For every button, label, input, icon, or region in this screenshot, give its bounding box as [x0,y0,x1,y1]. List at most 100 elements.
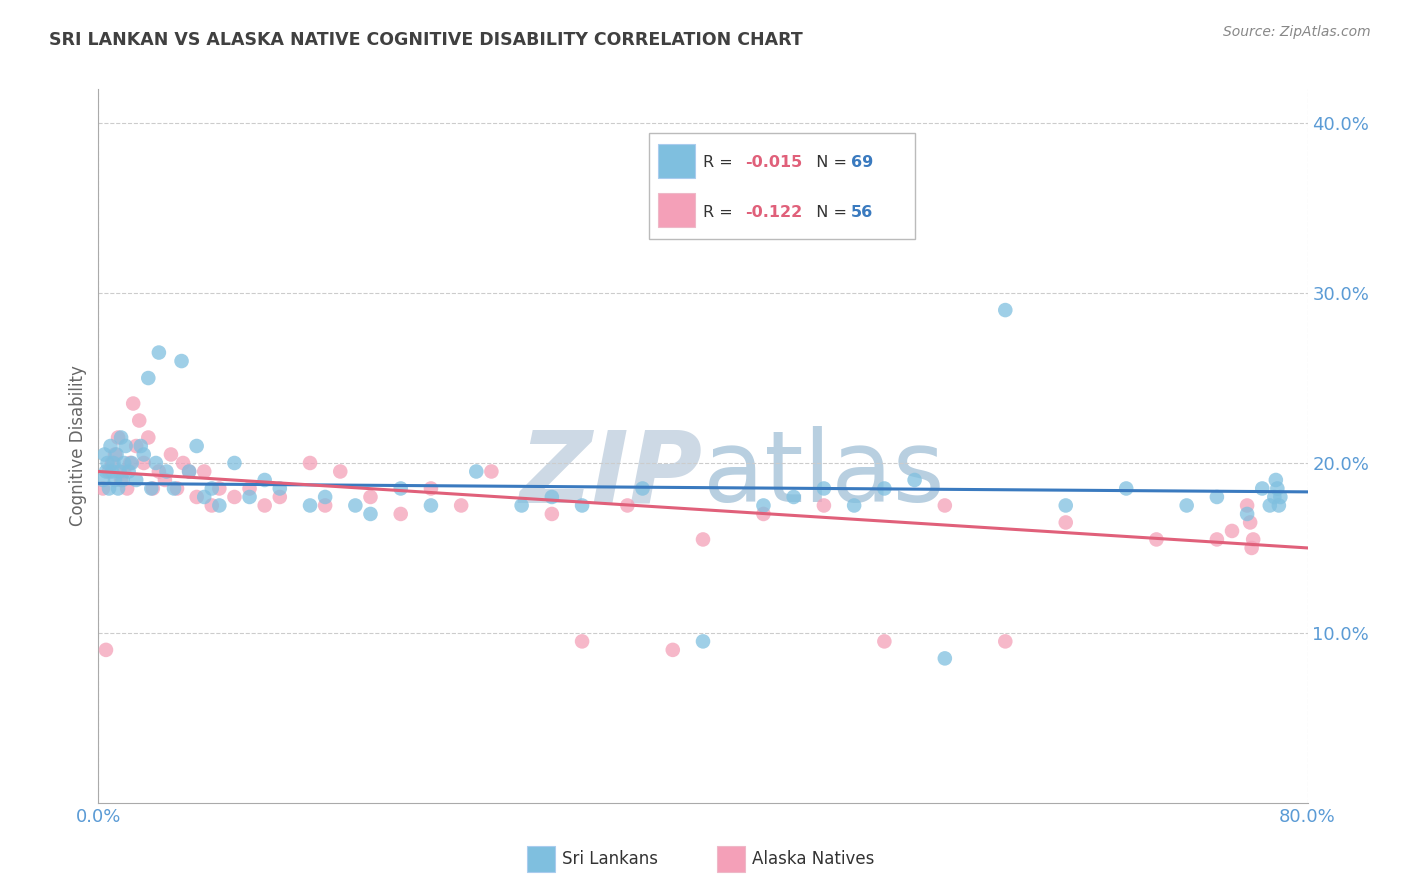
Text: N =: N = [806,155,852,170]
Text: ZIP: ZIP [520,426,703,523]
Text: R =: R = [703,205,738,220]
Point [510,499,533,513]
Point [661,643,683,657]
Point [1239,516,1261,530]
Point [128,413,150,427]
Point [136,430,159,444]
Point [160,448,183,462]
Point [110,430,132,444]
Point [110,473,132,487]
Point [142,482,165,496]
Point [100,439,122,453]
Point [115,482,138,496]
Point [344,499,367,513]
Point [783,490,806,504]
Point [98,465,121,479]
Point [148,345,170,359]
Point [540,490,562,504]
Point [692,533,714,547]
Point [170,354,193,368]
Point [1054,499,1077,513]
Point [692,634,714,648]
FancyBboxPatch shape [658,145,695,178]
Point [98,482,121,496]
Point [145,456,167,470]
Point [1263,490,1285,504]
Point [360,490,382,504]
Point [253,499,276,513]
Point [873,634,896,648]
Point [389,482,412,496]
Point [1206,533,1229,547]
Point [269,490,291,504]
Point [389,507,412,521]
Point [239,490,262,504]
Point [132,456,155,470]
Text: -0.122: -0.122 [745,205,803,220]
Point [101,456,124,470]
Text: Alaska Natives: Alaska Natives [752,850,875,868]
Point [148,465,170,479]
Point [91,473,114,487]
Point [540,507,562,521]
Text: Sri Lankans: Sri Lankans [562,850,658,868]
Text: SRI LANKAN VS ALASKA NATIVE COGNITIVE DISABILITY CORRELATION CHART: SRI LANKAN VS ALASKA NATIVE COGNITIVE DI… [49,31,803,49]
Point [208,482,231,496]
Point [1206,490,1229,504]
Point [1236,507,1258,521]
Text: Source: ZipAtlas.com: Source: ZipAtlas.com [1223,25,1371,39]
Point [153,473,176,487]
Point [120,456,142,470]
Point [179,465,201,479]
Point [96,456,118,470]
Point [1268,499,1291,513]
Point [118,465,141,479]
Point [193,465,215,479]
Point [129,439,152,453]
Point [253,473,276,487]
Point [360,507,382,521]
Point [1241,533,1264,547]
Point [111,473,134,487]
Point [813,482,835,496]
Point [121,456,143,470]
Point [172,456,194,470]
Text: -0.015: -0.015 [745,155,803,170]
Point [1054,516,1077,530]
Point [1115,482,1137,496]
Point [104,448,127,462]
FancyBboxPatch shape [658,193,695,227]
Point [94,465,117,479]
Point [1270,490,1292,504]
Point [125,439,148,453]
Point [186,439,208,453]
Point [631,482,654,496]
Point [108,465,131,479]
Point [1258,499,1281,513]
Point [239,482,262,496]
Point [813,499,835,513]
Y-axis label: Cognitive Disability: Cognitive Disability [69,366,87,526]
Point [844,499,866,513]
Point [1220,524,1243,538]
Point [269,482,291,496]
Point [125,473,148,487]
Point [122,396,145,410]
Point [224,456,246,470]
Point [101,465,124,479]
Point [163,482,186,496]
Point [481,465,503,479]
Point [1144,533,1167,547]
Point [450,499,472,513]
Point [112,456,135,470]
Point [208,499,231,513]
Point [329,465,352,479]
Point [224,490,246,504]
Point [1267,482,1289,496]
Point [155,465,177,479]
Point [94,643,117,657]
Point [132,448,155,462]
Point [314,490,336,504]
Point [873,482,896,496]
Point [179,465,201,479]
